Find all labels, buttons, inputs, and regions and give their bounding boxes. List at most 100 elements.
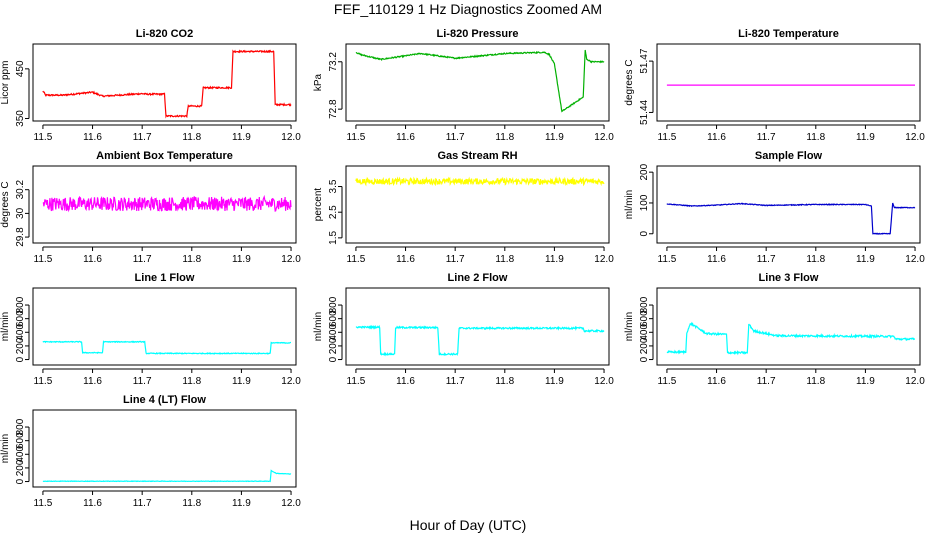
panel-title: Sample Flow — [755, 150, 823, 162]
x-tick-label: 12.0 — [594, 376, 614, 387]
y-tick-label: 51.44 — [639, 99, 650, 124]
y-tick-label: 2.5 — [328, 205, 339, 219]
y-tick-label: 200 — [639, 163, 650, 180]
plot-frame — [656, 165, 921, 244]
series-line — [42, 49, 292, 119]
y-tick-label: 800 — [15, 296, 26, 313]
x-tick-label: 11.9 — [545, 132, 564, 143]
x-tick-label: 11.7 — [757, 254, 776, 265]
y-tick-label: 73.2 — [328, 52, 339, 72]
x-tick-label: 11.5 — [347, 376, 366, 387]
y-tick-label: 200 — [15, 459, 26, 476]
panel-title: Line 1 Flow — [135, 272, 195, 284]
plot-frame — [32, 43, 297, 122]
panel-title: Gas Stream RH — [437, 150, 517, 162]
x-tick-label: 11.9 — [856, 254, 875, 265]
y-axis-title: kPa — [313, 73, 324, 91]
x-tick-label: 11.7 — [446, 132, 465, 143]
y-tick-label: 200 — [15, 337, 26, 354]
series-line — [42, 469, 292, 483]
x-tick-label: 11.6 — [83, 254, 102, 265]
x-tick-label: 11.6 — [83, 376, 102, 387]
y-tick-label: 600 — [639, 310, 650, 327]
y-tick-label: 400 — [15, 324, 26, 341]
x-tick-label: 12.0 — [281, 376, 301, 387]
x-tick-label: 11.6 — [83, 498, 102, 509]
panel-title: Line 4 (LT) Flow — [123, 394, 206, 406]
series-line — [42, 194, 292, 213]
y-axis-title: ml/min — [0, 434, 11, 463]
y-tick-label: 800 — [639, 296, 650, 313]
x-tick-label: 11.6 — [83, 132, 102, 143]
y-tick-label: 0 — [15, 356, 26, 362]
panel-9: Line 4 (LT) Flow 11.5 11.6 11.7 11.8 11.9 12.0… — [0, 394, 301, 509]
page-title: FEF_110129 1 Hz Diagnostics Zoomed AM — [333, 1, 603, 17]
panel-5: Sample Flow 11.5 11.6 11.7 11.8 11.9 12.0 0 100 2… — [624, 150, 925, 265]
plot-frame — [345, 287, 610, 366]
x-tick-label: 11.9 — [232, 254, 251, 265]
y-axis-title: ml/min — [624, 312, 635, 341]
panel-4: Gas Stream RH 11.5 11.6 11.7 11.8 11.9 12.0 1.5… — [313, 150, 614, 265]
y-tick-label: 1.5 — [328, 230, 339, 244]
plot-frame — [345, 165, 610, 244]
y-tick-label: 0 — [328, 356, 339, 362]
y-tick-label: 350 — [15, 110, 26, 127]
x-tick-label: 11.6 — [707, 254, 726, 265]
y-axis-title: degrees C — [0, 181, 11, 227]
y-axis-title: ml/min — [0, 312, 11, 341]
series-line — [666, 202, 916, 235]
y-axis-title: Licor ppm — [0, 61, 11, 105]
x-tick-label: 11.9 — [545, 376, 564, 387]
x-tick-label: 11.6 — [707, 376, 726, 387]
x-tick-label: 11.7 — [757, 376, 776, 387]
x-tick-label: 11.8 — [182, 498, 201, 509]
panel-7: Line 2 Flow 11.5 11.6 11.7 11.8 11.9 12.0 0 2004… — [313, 272, 614, 387]
y-tick-label: 29.8 — [15, 227, 26, 247]
x-tick-label: 11.5 — [34, 498, 53, 509]
x-tick-label: 11.8 — [182, 376, 201, 387]
x-tick-label: 11.5 — [658, 376, 677, 387]
panel-0: Li-820 CO2 11.5 11.6 11.7 11.8 11.9 12.0 350 450… — [0, 28, 301, 143]
y-tick-label: 200 — [328, 337, 339, 354]
x-tick-label: 12.0 — [905, 376, 925, 387]
x-tick-label: 11.7 — [446, 254, 465, 265]
x-tick-label: 11.5 — [347, 254, 366, 265]
plot-frame — [656, 287, 921, 366]
y-tick-label: 3.5 — [328, 179, 339, 193]
plot-frame — [32, 409, 297, 488]
series-line — [355, 49, 605, 113]
x-tick-label: 11.8 — [806, 132, 825, 143]
panel-6: Line 1 Flow 11.5 11.6 11.7 11.8 11.9 12.0 0 2004… — [0, 272, 301, 387]
panel-3: Ambient Box Temperature 11.5 11.6 11.7 11.8 1… — [0, 150, 301, 265]
x-tick-label: 12.0 — [905, 254, 925, 265]
y-tick-label: 800 — [328, 296, 339, 313]
y-tick-label: 600 — [328, 310, 339, 327]
x-tick-label: 11.7 — [446, 376, 465, 387]
x-tick-label: 11.6 — [707, 132, 726, 143]
x-tick-label: 11.8 — [182, 254, 201, 265]
panel-title: Line 2 Flow — [448, 272, 508, 284]
series-line — [355, 176, 605, 187]
panel-title: Li-820 Temperature — [738, 28, 839, 40]
y-tick-label: 800 — [15, 418, 26, 435]
x-tick-label: 11.5 — [34, 132, 53, 143]
x-tick-label: 11.8 — [806, 376, 825, 387]
series-line — [42, 340, 291, 355]
x-tick-label: 11.9 — [545, 254, 564, 265]
x-tick-label: 11.5 — [658, 254, 677, 265]
y-tick-label: 72.8 — [328, 99, 339, 119]
x-tick-label: 11.6 — [396, 376, 415, 387]
y-axis-title: percent — [313, 188, 324, 222]
panel-title: Ambient Box Temperature — [96, 150, 233, 162]
x-tick-label: 11.9 — [232, 376, 251, 387]
y-axis-title: ml/min — [624, 190, 635, 219]
x-tick-label: 12.0 — [594, 132, 614, 143]
x-tick-label: 12.0 — [281, 498, 301, 509]
y-tick-label: 450 — [15, 60, 26, 77]
panel-title: Line 3 Flow — [759, 272, 819, 284]
x-tick-label: 11.9 — [856, 376, 875, 387]
x-tick-label: 11.5 — [347, 132, 366, 143]
x-tick-label: 11.7 — [133, 132, 152, 143]
x-tick-label: 11.8 — [182, 132, 201, 143]
